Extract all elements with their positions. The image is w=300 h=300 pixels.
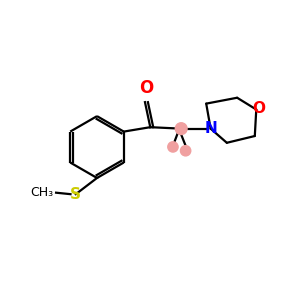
Text: CH₃: CH₃ — [30, 186, 53, 199]
Circle shape — [181, 146, 191, 156]
Text: N: N — [204, 121, 217, 136]
Text: S: S — [70, 187, 81, 202]
Circle shape — [168, 142, 178, 152]
Circle shape — [175, 123, 187, 134]
Text: O: O — [253, 100, 266, 116]
Text: O: O — [139, 79, 154, 97]
